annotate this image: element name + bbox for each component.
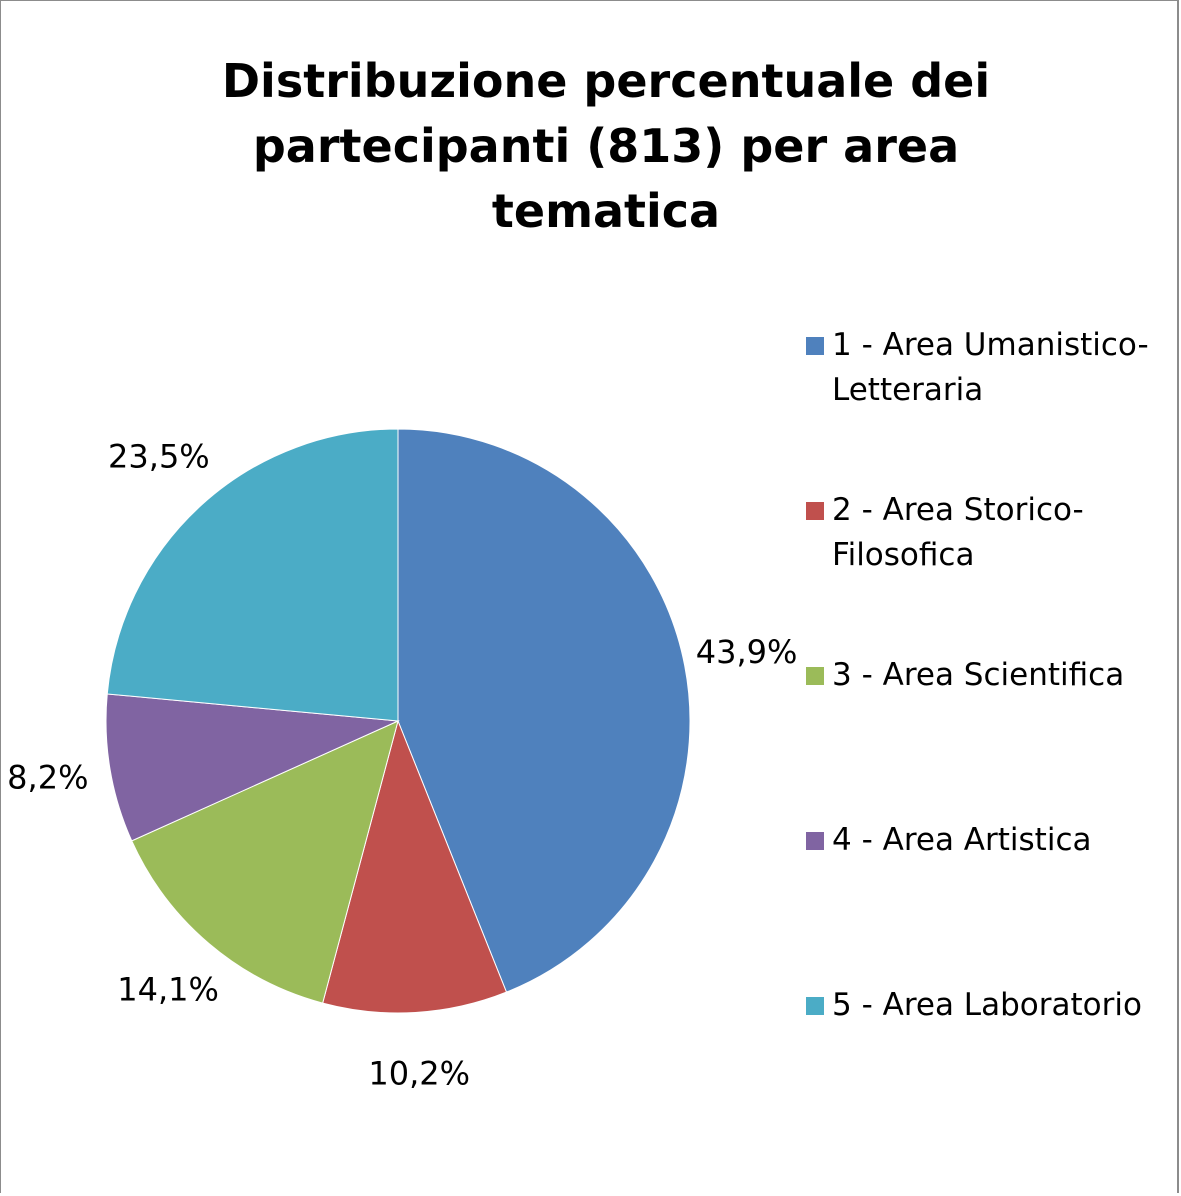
legend-item: 3 - Area Scientifica xyxy=(806,653,1176,698)
legend-swatch xyxy=(806,502,824,520)
data-label: 14,1% xyxy=(117,971,219,1009)
legend-label: 3 - Area Scientifica xyxy=(832,657,1125,693)
data-label: 10,2% xyxy=(368,1054,470,1092)
legend-swatch xyxy=(806,667,824,685)
legend-label: 4 - Area Artistica xyxy=(832,822,1092,858)
data-label: 8,2% xyxy=(7,758,88,796)
pie-slice xyxy=(322,719,508,1014)
data-label: 43,9% xyxy=(696,633,798,671)
pie-slice xyxy=(105,693,400,842)
legend-label: 5 - Area Laboratorio xyxy=(832,987,1142,1023)
data-label: 23,5% xyxy=(108,438,210,476)
pie-slice xyxy=(131,720,399,1004)
legend-swatch xyxy=(806,997,824,1015)
legend-item: 4 - Area Artistica xyxy=(806,818,1176,863)
legend-swatch xyxy=(806,337,824,355)
legend-swatch xyxy=(806,832,824,850)
legend-item: 2 - Area Storico-Filosofica xyxy=(806,488,1176,578)
chart-title: Distribuzione percentuale dei partecipan… xyxy=(221,54,991,238)
pie-slice xyxy=(397,428,691,993)
pie-slice xyxy=(106,428,399,722)
legend-item: 1 - Area Umanistico-Letteraria xyxy=(806,323,1176,413)
legend-label: 2 - Area Storico-Filosofica xyxy=(832,492,1084,573)
legend-item: 5 - Area Laboratorio xyxy=(806,983,1176,1028)
legend-label: 1 - Area Umanistico-Letteraria xyxy=(832,327,1149,408)
